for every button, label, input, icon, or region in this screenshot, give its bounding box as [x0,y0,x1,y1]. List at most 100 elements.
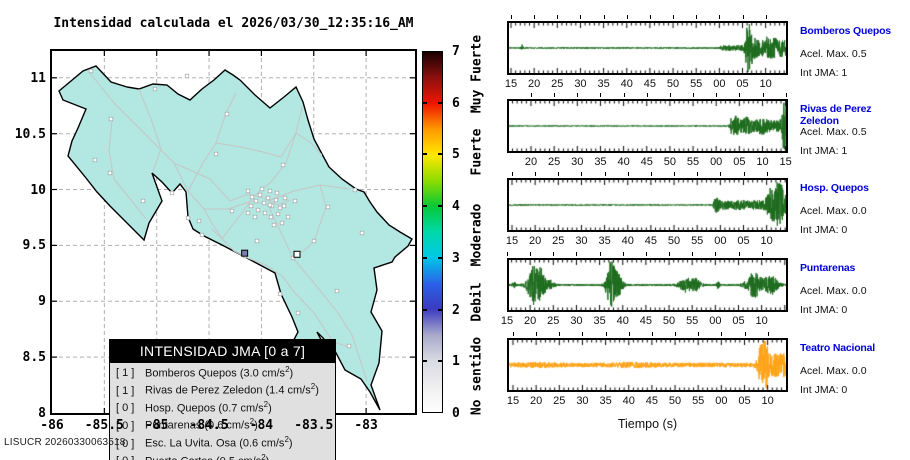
station-int-jma: Int JMA: 0 [800,384,848,396]
seismogram-panel [507,258,788,312]
station-accel-max: Acel. Max. 0.0 [800,205,867,217]
time-tick-label: 15 [505,235,519,247]
time-tick-label: 20 [524,315,537,327]
axis-tick [742,15,744,19]
time-tick-label: 20 [530,395,543,407]
axis-tick [762,93,764,97]
station-accel-max: Acel. Max. 0.5 [800,48,867,60]
station-int-jma: Int JMA: 0 [800,304,848,316]
axis-tick [715,252,717,256]
axis-tick [535,172,537,176]
costa-rica-map: INTENSIDAD JMA [0 a 7] [ 1 ] Bomberos Qu… [50,49,417,460]
colorbar-notch [422,153,427,156]
time-tick-label: 10 [759,78,772,90]
axis-tick [645,252,647,256]
axis-tick [558,172,560,176]
axis-tick [693,93,695,97]
station-name: Teatro Nacional [800,342,875,354]
map-x-tick-label: -86 [40,418,64,433]
colorbar-category-label: Muy Fuerte [469,35,485,114]
time-tick-label: 15 [779,156,792,168]
colorbar-tick-label: 7 [452,44,460,59]
colorbar-notch [422,205,427,208]
colorbar-category-label: Fuerte [469,128,485,176]
time-tick-label: 50 [666,78,680,90]
time-tick-label: 40 [620,78,633,90]
map-x-tick-label: -83 [354,418,378,433]
axis-tick [599,252,601,256]
map-y-tick-label: 10.5 [14,126,46,142]
colorbar-tick-label: 6 [452,95,460,111]
axis-tick [507,252,508,256]
axis-tick [576,252,578,256]
colorbar-tick-label: 3 [452,250,460,266]
time-tick-label: 00 [713,78,726,90]
axis-tick [582,332,584,336]
axis-tick [534,15,536,19]
axis-tick [649,15,651,19]
time-tick-label: 25 [548,156,561,168]
station-name: Puntarenas [800,262,856,274]
axis-tick [697,172,699,176]
time-tick-label: 35 [598,235,611,247]
colorbar-notch [438,360,443,363]
time-tick-label: 50 [662,315,676,327]
legend-entry: [ 1 ] Rivas de Perez Zeledon (1.4 cm/s2) [116,382,319,397]
axis-tick [716,93,718,97]
station-accel-max: Acel. Max. 0.5 [800,126,867,138]
time-tick-label: 10 [756,156,769,168]
footer-timestamp: LISUCR 20260330063518 [4,437,126,448]
axis-tick [785,93,787,97]
time-tick-label: 45 [640,156,653,168]
axis-tick [669,252,671,256]
colorbar-category-label: Debil [469,282,485,322]
time-tick-label: 35 [599,395,612,407]
axis-tick [767,332,769,336]
time-tick-label: 15 [506,395,520,407]
colorbar-notch [422,308,427,311]
colorbar-tick-label: 2 [452,302,460,318]
intensity-legend-rows: [ 1 ] Bomberos Quepos (3.0 cm/s2) [ 1 ] R… [110,363,335,460]
axis-tick [720,172,722,176]
time-tick-label: 55 [686,315,699,327]
axis-tick [765,15,767,19]
time-tick-label: 50 [663,156,677,168]
colorbar-notch [438,205,443,208]
colorbar-notch [422,101,427,104]
time-tick-label: 50 [667,235,681,247]
map-x-tick-label: -84 [249,418,274,433]
axis-tick [646,93,648,97]
time-tick-label: 25 [552,235,565,247]
time-tick-label: 35 [597,78,610,90]
map-markers [241,249,301,258]
axis-tick [739,93,741,97]
time-tick-label: 05 [738,395,751,407]
time-tick-label: 25 [547,315,560,327]
time-tick-label: 05 [733,156,746,168]
time-tick-label: 30 [575,235,588,247]
axis-tick [604,172,606,176]
colorbar-notch [438,256,443,259]
legend-entry: [ 1 ] Bomberos Quepos (3.0 cm/s2) [116,364,294,380]
epicenter-open-square [293,250,301,258]
axis-tick [674,172,676,176]
time-tick-label: 20 [528,78,541,90]
time-tick-label: 05 [732,315,745,327]
legend-entry: [ 0 ] Puntarenas (0.6 cm/s2) [116,417,258,433]
time-tick-label: 40 [616,315,629,327]
colorbar-tick-label: 1 [452,354,460,370]
seismogram-panel [507,99,788,153]
map-x-tick-label: -84.5 [189,418,229,433]
time-tick-label: 05 [737,235,750,247]
intensity-colorbar [422,51,443,413]
time-tick-label: 45 [639,315,653,327]
time-tick-label: 50 [668,395,682,407]
map-x-tick-label: -83.5 [294,418,334,433]
station-intensity-square [241,249,249,257]
seismogram-trace [509,23,786,73]
seismogram-trace [509,101,786,151]
road-network [89,72,368,382]
axis-tick [559,332,561,336]
time-tick-label: 55 [686,156,700,168]
time-tick-label: 00 [714,235,727,247]
